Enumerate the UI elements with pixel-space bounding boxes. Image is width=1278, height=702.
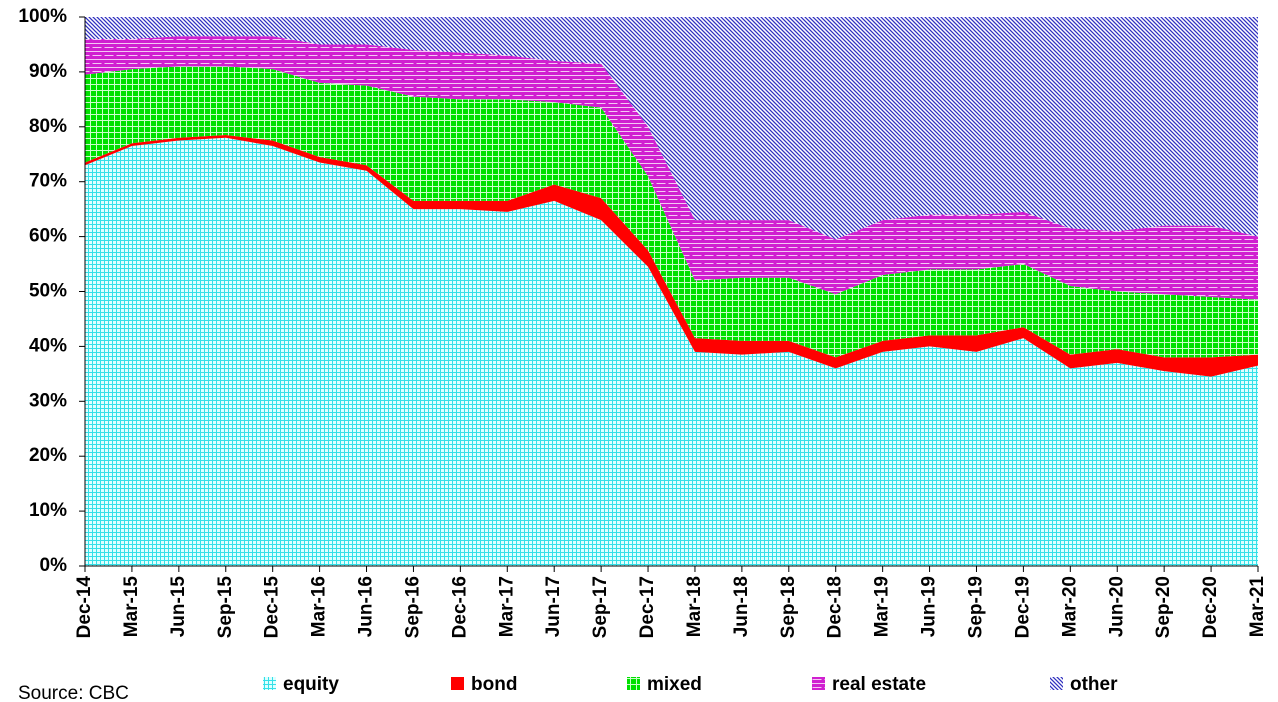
x-tick-label: Mar-16 xyxy=(309,576,330,637)
x-tick-label: Dec-19 xyxy=(1012,576,1033,638)
x-tick-label: Dec-17 xyxy=(637,576,658,638)
y-tick-label: 60% xyxy=(29,226,67,247)
y-tick-label: 70% xyxy=(29,171,67,192)
x-tick-label: Sep-17 xyxy=(590,576,611,638)
x-tick-label: Mar-19 xyxy=(872,576,893,637)
y-tick-label: 80% xyxy=(29,116,67,137)
plot-area xyxy=(85,17,1258,566)
legend-label: real estate xyxy=(832,674,926,695)
x-tick-label: Dec-16 xyxy=(449,576,470,638)
x-tick-label: Jun-17 xyxy=(543,576,564,637)
y-tick-label: 50% xyxy=(29,281,67,302)
x-tick-label: Dec-18 xyxy=(825,576,846,638)
area xyxy=(85,137,1258,566)
x-tick-label: Jun-15 xyxy=(168,576,189,638)
y-tick-label: 10% xyxy=(29,500,67,521)
x-tick-label: Mar-17 xyxy=(496,576,517,637)
area xyxy=(85,66,1258,358)
x-tick-label: Sep-18 xyxy=(778,576,799,638)
x-tick-label: Dec-14 xyxy=(74,576,95,639)
legend-swatch xyxy=(451,677,464,690)
y-tick-label: 20% xyxy=(29,445,67,466)
area xyxy=(85,17,1258,240)
x-tick-label: Sep-19 xyxy=(965,576,986,638)
x-tick-label: Jun-20 xyxy=(1106,576,1127,637)
x-tick-label: Mar-20 xyxy=(1059,576,1080,637)
x-tick-label: Jun-18 xyxy=(731,576,752,637)
x-tick-label: Sep-16 xyxy=(402,576,423,638)
y-tick-label: 100% xyxy=(18,6,67,27)
legend-label: equity xyxy=(283,674,339,695)
legend-swatch xyxy=(627,677,640,690)
y-tick-label: 30% xyxy=(29,390,67,411)
y-tick-label: 40% xyxy=(29,335,67,356)
x-tick-label: Sep-20 xyxy=(1153,576,1174,638)
area xyxy=(85,36,1258,300)
x-tick-label: Jun-19 xyxy=(919,576,940,637)
x-tick-label: Dec-15 xyxy=(262,576,283,639)
x-tick-label: Mar-18 xyxy=(684,576,705,637)
legend-swatch xyxy=(1050,677,1063,690)
legend-swatch xyxy=(263,677,276,690)
x-tick-label: Jun-16 xyxy=(356,576,377,637)
x-tick-label: Dec-20 xyxy=(1200,576,1221,638)
x-tick-label: Mar-15 xyxy=(121,576,142,638)
legend-label: mixed xyxy=(647,674,702,695)
legend-label: other xyxy=(1070,674,1118,695)
legend-swatch xyxy=(812,677,825,690)
x-tick-label: Sep-15 xyxy=(215,576,236,639)
legend-label: bond xyxy=(471,674,517,695)
x-tick-label: Mar-21 xyxy=(1247,576,1268,638)
source: Source: CBC xyxy=(18,683,129,702)
y-tick-label: 0% xyxy=(40,555,68,576)
y-tick-label: 90% xyxy=(29,61,67,82)
